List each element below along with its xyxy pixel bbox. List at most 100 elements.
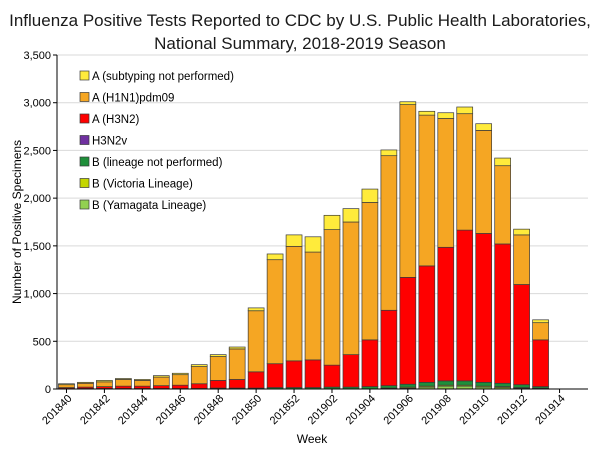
bar-segment (266, 253, 284, 261)
bar-segment (437, 112, 455, 119)
bar-segment (323, 229, 341, 366)
bar-segment (494, 157, 511, 167)
bar-segment (58, 384, 75, 388)
bar-segment (399, 104, 417, 278)
legend-label: H3N2v (92, 136, 127, 148)
bar-segment (96, 380, 113, 383)
bar-segment (134, 385, 151, 389)
legend-swatch (79, 178, 90, 188)
bar-segment (399, 383, 417, 388)
bar-segment (152, 375, 170, 378)
bar-segment (513, 228, 530, 236)
bar-segment (380, 149, 398, 157)
bar-segment (418, 265, 436, 383)
bar-segment (323, 214, 341, 230)
bar-segment (58, 383, 75, 386)
legend-swatch (79, 135, 90, 145)
bar-segment (399, 276, 417, 385)
bar-segment (115, 378, 132, 380)
bar-segment (418, 110, 436, 116)
bar-segment (437, 380, 455, 386)
bar-segment (494, 165, 511, 245)
bar-segment (513, 284, 530, 386)
bar-segment (475, 381, 493, 387)
bar-segment (190, 383, 208, 389)
bar-segment (475, 233, 493, 383)
bar-segment (380, 155, 398, 311)
bar-segment (475, 123, 493, 131)
bar-segment (266, 363, 284, 388)
bars (58, 101, 549, 390)
y-tick-label: 0 (45, 384, 51, 396)
bar-segment (380, 385, 398, 389)
bar-segment (152, 385, 170, 389)
legend-label: A (subtyping not performed) (92, 71, 234, 83)
bar-segment (475, 130, 493, 234)
bar-segment (115, 379, 132, 387)
bar-segment (532, 339, 549, 387)
bar-segment (77, 381, 94, 384)
legend-swatch (79, 70, 90, 81)
axes (56, 55, 588, 390)
bar-segment (304, 359, 322, 388)
bar-segment (285, 245, 303, 362)
bar-segment (456, 229, 474, 382)
y-tick-label: 2,500 (23, 145, 51, 157)
legend-label: B (Victoria Lineage) (92, 179, 193, 191)
bar-segment (437, 246, 455, 382)
chart-title: Influenza Positive Tests Reported to CDC… (9, 11, 591, 30)
bar-segment (456, 380, 474, 386)
y-axis-label: Number of Positive Specimens (10, 140, 24, 304)
bar-segment (494, 382, 511, 387)
bar-segment (418, 114, 436, 267)
bar-segment (285, 360, 303, 388)
y-tick-label: 3,500 (23, 50, 51, 62)
legend-swatch (79, 92, 90, 102)
bar-segment (247, 310, 265, 373)
bar-segment (266, 259, 284, 365)
bar-segment (342, 208, 360, 223)
bar-segment (209, 380, 227, 389)
y-tick-label: 1,500 (23, 241, 51, 253)
bar-segment (361, 202, 379, 341)
bar-segment (171, 384, 189, 389)
y-tick-label: 2,000 (23, 193, 51, 205)
legend-label: B (lineage not performed) (92, 157, 223, 169)
chart-subtitle: National Summary, 2018-2019 Season (154, 34, 446, 53)
bar-segment (304, 236, 322, 253)
legend-label: B (Yamagata Lineage) (92, 200, 206, 212)
y-tick-label: 1,000 (23, 289, 51, 301)
bar-segment (513, 384, 530, 388)
bar-segment (96, 381, 113, 387)
y-tick-label: 500 (33, 336, 51, 348)
bar-segment (209, 354, 227, 357)
bar-segment (437, 118, 455, 248)
bar-segment (228, 348, 246, 380)
x-axis-label: Week (297, 432, 328, 446)
bar-segment (361, 188, 379, 203)
bar-segment (209, 356, 227, 381)
y-tick-labels: 0 500 1,000 1,500 2,000 2,500 3,000 3,500 (23, 50, 57, 396)
bar-segment (456, 113, 474, 231)
bar-segment (190, 364, 208, 367)
y-tick-label: 3,000 (23, 98, 51, 110)
bar-segment (171, 374, 189, 386)
bar-segment (456, 106, 474, 115)
bar-segment (115, 385, 132, 389)
gridlines (57, 54, 588, 342)
bar-segment (228, 379, 246, 389)
bar-segment (134, 380, 151, 387)
bar-segment (380, 309, 398, 387)
bar-segment (285, 234, 303, 247)
legend-swatch (79, 113, 90, 124)
bar-segment (342, 354, 360, 388)
legend: A (subtyping not performed) A (H1N1)pdm09… (79, 70, 234, 212)
bar-segment (361, 339, 379, 387)
bar-segment (418, 381, 436, 387)
bar-segment (190, 366, 208, 385)
bar-segment (228, 346, 246, 350)
bar-segment (152, 376, 170, 387)
bar-segment (304, 251, 322, 361)
legend-label: A (H3N2) (92, 114, 139, 126)
